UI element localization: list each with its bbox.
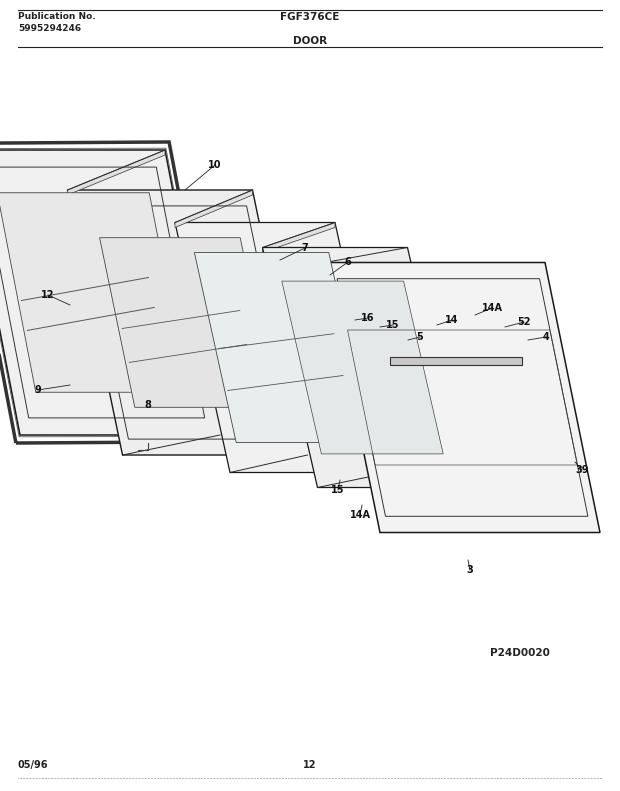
Polygon shape xyxy=(325,248,407,267)
Polygon shape xyxy=(68,150,165,195)
Text: 15: 15 xyxy=(386,320,400,330)
Polygon shape xyxy=(0,193,188,392)
Text: 52: 52 xyxy=(517,317,531,327)
Text: P24D0020: P24D0020 xyxy=(490,648,550,658)
Text: 12: 12 xyxy=(303,760,317,770)
Text: 16: 16 xyxy=(361,313,374,323)
Text: 14A: 14A xyxy=(482,303,502,313)
Polygon shape xyxy=(262,248,463,487)
Text: 8: 8 xyxy=(144,400,151,410)
Text: DOOR: DOOR xyxy=(293,36,327,46)
Text: 3: 3 xyxy=(467,565,474,575)
Text: 14A: 14A xyxy=(350,510,371,520)
Text: 6: 6 xyxy=(345,257,352,267)
Text: 7: 7 xyxy=(301,243,308,253)
Text: 5995294246: 5995294246 xyxy=(18,24,81,33)
Polygon shape xyxy=(325,263,600,532)
Polygon shape xyxy=(0,150,220,435)
Polygon shape xyxy=(175,190,252,228)
Text: 05/96: 05/96 xyxy=(18,760,48,770)
Text: 15: 15 xyxy=(331,485,345,495)
Polygon shape xyxy=(262,222,335,252)
Text: Publication No.: Publication No. xyxy=(18,12,95,21)
Text: 10: 10 xyxy=(208,160,222,170)
Polygon shape xyxy=(195,252,371,442)
Text: 5: 5 xyxy=(417,332,423,342)
Polygon shape xyxy=(100,238,275,407)
Polygon shape xyxy=(175,222,390,472)
Text: 39: 39 xyxy=(575,465,589,475)
Text: FGF376CE: FGF376CE xyxy=(280,12,340,22)
Text: 4: 4 xyxy=(542,332,549,342)
Polygon shape xyxy=(282,281,443,454)
Text: 14: 14 xyxy=(445,315,459,325)
Polygon shape xyxy=(390,357,522,365)
Text: 12: 12 xyxy=(42,290,55,300)
Polygon shape xyxy=(68,190,308,455)
Text: 9: 9 xyxy=(35,385,42,395)
